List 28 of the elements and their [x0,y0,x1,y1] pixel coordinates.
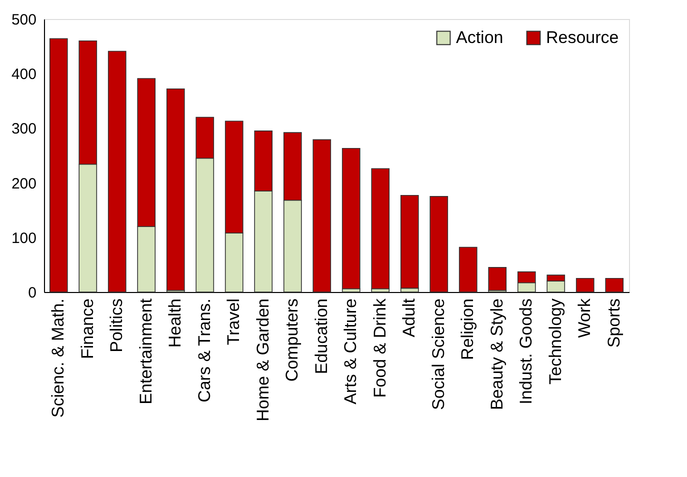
x-tick-label: Social Science [428,298,448,410]
x-tick-label: Entertainment [136,298,156,404]
x-tick-label: Home & Garden [253,298,272,422]
x-tick-label: Health [166,298,185,348]
y-tick-label: 0 [28,284,36,302]
x-tick-label: Finance [78,298,97,359]
legend-label: Action [456,28,504,47]
y-tick-label: 100 [11,230,36,247]
x-tick-label: Scienc. & Math. [48,298,68,418]
x-tick-label: Travel [224,298,244,346]
x-tick-label: Cars & Trans. [194,298,214,402]
x-tick-label: Food & Drink [370,298,390,398]
x-tick-label: Politics [107,298,126,352]
y-tick-label: 200 [11,175,36,192]
x-tick-label: Computers [282,298,302,382]
y-tick-label: 300 [11,120,36,138]
x-tick-label: Beauty & Style [487,298,506,410]
x-tick-label: Religion [458,298,478,360]
x-tick-label: Work [575,298,594,338]
x-tick-label: Sports [604,298,624,348]
y-tick-label: 400 [11,66,36,84]
x-tick-label: Education [312,298,331,374]
x-tick-label: Arts & Culture [341,298,360,404]
x-tick-label: Adult [400,298,419,338]
x-tick-label: Indust. Goods [516,298,536,404]
y-tick-label: 500 [11,12,36,28]
x-tick-label: Technology [546,298,565,385]
legend-label: Resource [546,28,619,47]
